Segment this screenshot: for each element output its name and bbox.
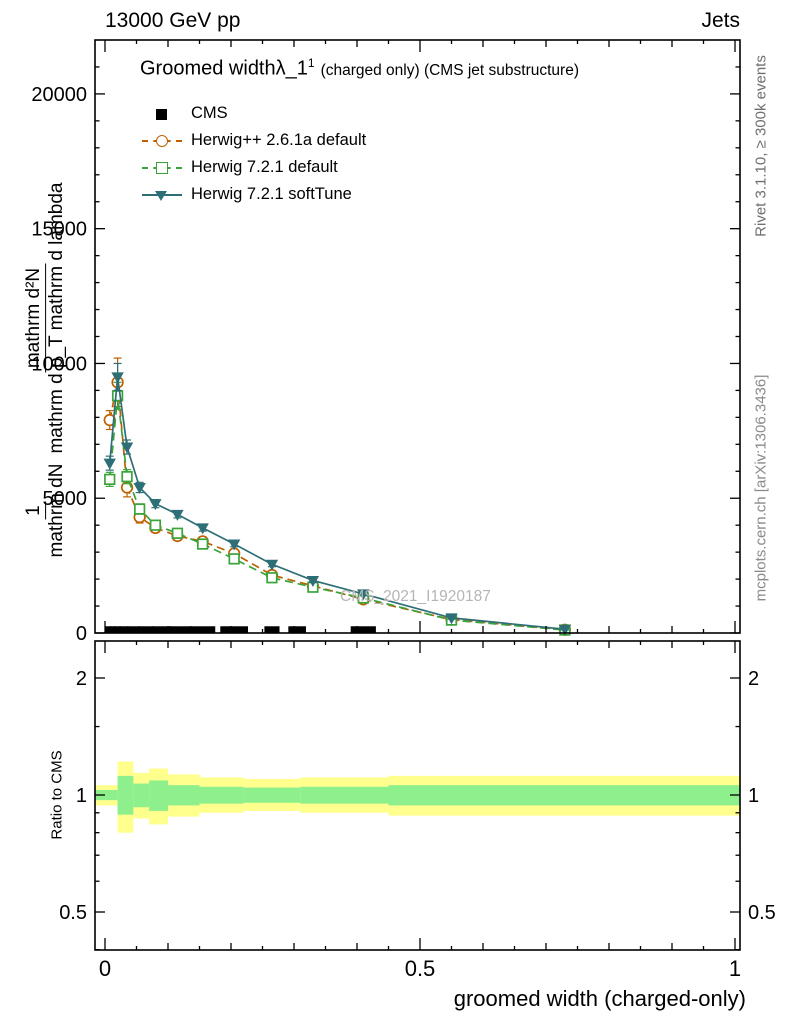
y-axis-label-main-fraction: mathrm d²N mathrm d p_T mathrm d lambda [23,183,69,454]
legend-item-cms: CMS [142,100,366,127]
svg-text:20000: 20000 [31,84,87,106]
beam-energy-label: 13000 GeV pp [105,9,241,32]
plot-title-superscript: 1 [307,56,315,70]
herwigpp-marker-swatch [142,133,182,149]
svg-text:0.5: 0.5 [405,956,436,981]
svg-text:0: 0 [99,956,111,981]
svg-text:2: 2 [748,668,759,690]
filled-square-icon [156,108,167,120]
svg-text:5000: 5000 [43,488,88,510]
open-circle-icon [156,134,168,147]
herwig7-marker-swatch [142,160,182,176]
mcplots-arxiv-label: mcplots.cern.ch [arXiv:1306.3436] [752,374,770,602]
legend-item-herwigpp: Herwig++ 2.6.1a default [142,127,366,154]
plot-title: Groomed widthλ_11 (charged only) (CMS jet… [140,56,579,81]
svg-text:15000: 15000 [31,219,87,241]
y-axis-label: 1 mathrm dN mathrm d²N mathrm d p_T math… [23,183,69,558]
svg-text:1: 1 [729,956,741,981]
plot-title-note: (charged only) (CMS jet substructure) [320,61,579,79]
plot-title-text: Groomed width [140,57,276,80]
svg-text:0.5: 0.5 [748,902,776,924]
legend-label: Herwig 7.2.1 softTune [191,185,352,203]
svg-text:2: 2 [76,668,87,690]
cms-marker-swatch [142,106,182,122]
svg-text:1: 1 [76,785,87,807]
process-label: Jets [701,9,740,32]
fraction-denominator: mathrm d p_T mathrm d lambda [46,182,68,454]
legend-item-herwig7-default: Herwig 7.2.1 default [142,154,366,181]
y-axis-label-prefix-fraction: 1 mathrm dN [23,464,69,558]
ratio-axis-label: Ratio to CMS [48,750,66,840]
filled-triangle-down-icon [155,190,167,201]
svg-text:0: 0 [76,623,87,645]
open-square-icon [156,161,168,174]
plot-title-symbol: λ_1 [275,57,308,80]
legend-label: Herwig 7.2.1 default [191,158,338,176]
svg-text:0.5: 0.5 [59,902,87,924]
legend-label: Herwig++ 2.6.1a default [191,131,367,149]
fraction-denominator: mathrm dN [46,463,68,558]
svg-text:10000: 10000 [31,353,87,375]
legend-item-herwig7-softtune: Herwig 7.2.1 softTune [142,181,366,208]
softtune-marker-swatch [142,187,182,203]
analysis-id-watermark: CMS_2021_I1920187 [340,588,491,605]
svg-text:1: 1 [748,785,759,807]
fraction-numerator: mathrm d²N [23,263,47,373]
fraction-numerator: 1 [23,501,47,520]
legend: CMS Herwig++ 2.6.1a default Herwig 7.2.1… [142,100,366,208]
legend-label: CMS [191,104,228,122]
x-axis-title: groomed width (charged-only) [453,986,746,1011]
rivet-version-label: Rivet 3.1.10, ≥ 300k events [752,55,770,237]
